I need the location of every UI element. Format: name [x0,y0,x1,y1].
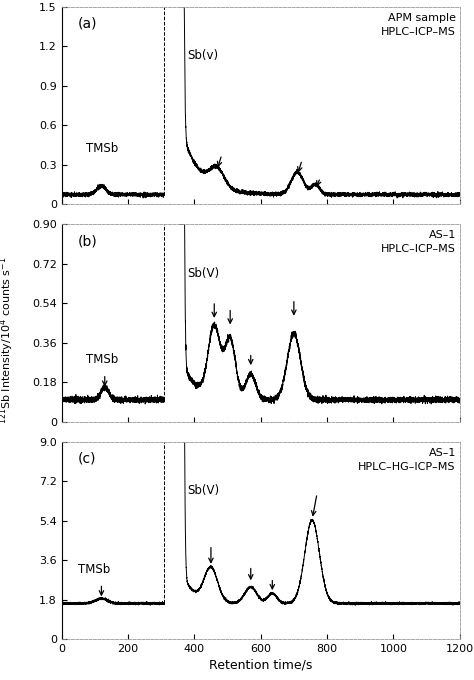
Text: TMSb: TMSb [85,354,118,367]
Text: AS–1
HPLC–ICP–MS: AS–1 HPLC–ICP–MS [381,230,456,254]
Text: Sb(V): Sb(V) [187,267,219,279]
Text: APM sample
HPLC–ICP–MS: APM sample HPLC–ICP–MS [381,13,456,37]
Text: $^{121}$Sb Intensity/10$^{4}$ counts s$^{-1}$: $^{121}$Sb Intensity/10$^{4}$ counts s$^… [0,256,17,424]
Text: (b): (b) [78,234,97,248]
Text: (a): (a) [78,17,97,31]
Text: Sb(v): Sb(v) [187,49,218,62]
Text: TMSb: TMSb [85,142,118,155]
Text: AS–1
HPLC–HG–ICP–MS: AS–1 HPLC–HG–ICP–MS [358,447,456,471]
Text: TMSb: TMSb [78,563,110,576]
Text: (c): (c) [78,452,96,465]
X-axis label: Retention time/s: Retention time/s [209,658,312,671]
Text: Sb(V): Sb(V) [187,484,219,497]
